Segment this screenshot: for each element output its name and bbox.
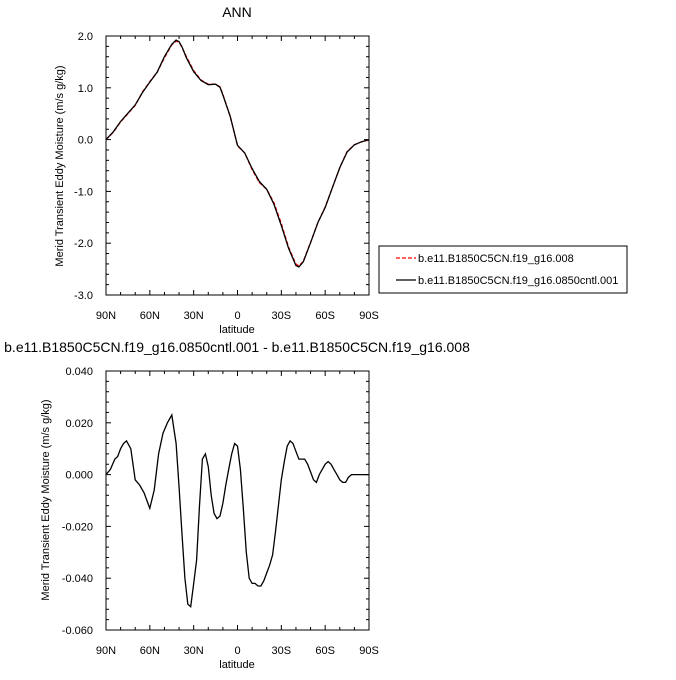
bottom-y-tick-label: -0.020 xyxy=(62,521,93,533)
legend: b.e11.B1850C5CN.f19_g16.008 b.e11.B1850C… xyxy=(378,245,628,294)
legend-label-series-1: b.e11.B1850C5CN.f19_g16.008 xyxy=(418,253,574,265)
top-plot-area: 90N 60N 30N 0 30S 60S 90S 2.0 1.0 0.0 -1.0 -2.0 -3.0 xyxy=(74,31,379,322)
top-x-tick-label: 30S xyxy=(272,310,292,322)
top-y-tick-label: -2.0 xyxy=(74,238,93,250)
bottom-x-tick-label: 60S xyxy=(315,645,335,657)
top-y-tick-label: -1.0 xyxy=(74,186,93,198)
top-x-tick-label: 90N xyxy=(96,310,116,322)
bottom-series-line-1 xyxy=(105,413,369,609)
bottom-y-tick-label: -0.060 xyxy=(62,625,93,637)
bottom-y-tick-label: -0.040 xyxy=(62,573,93,585)
top-panel: ANN 90N 60N 30N 0 30S 60S 90S 2.0 1.0 0.0 -1.0 -2.0… xyxy=(54,4,628,336)
bottom-panel: b.e11.B1850C5CN.f19_g16.0850cntl.001 - b… xyxy=(4,339,470,671)
top-y-tick-label: -3.0 xyxy=(74,290,93,302)
top-y-tick-label: 0.0 xyxy=(78,135,93,147)
bottom-y-tick-label: 0.000 xyxy=(65,470,93,482)
top-series-line-2 xyxy=(105,39,370,268)
top-x-tick-label: 60N xyxy=(140,310,160,322)
bottom-x-tick-label: 0 xyxy=(234,645,240,657)
bottom-panel-title: b.e11.B1850C5CN.f19_g16.0850cntl.001 - b… xyxy=(4,339,470,355)
top-panel-title: ANN xyxy=(222,4,252,20)
top-y-tick-label: 1.0 xyxy=(78,83,93,95)
bottom-x-tick-label: 90N xyxy=(96,645,116,657)
bottom-y-tick-label: 0.020 xyxy=(65,418,93,430)
bottom-y-axis-label: Merid Transient Eddy Moisture (m/s g/kg) xyxy=(40,399,52,600)
bottom-y-tick-label: 0.040 xyxy=(65,366,93,378)
top-x-tick-label: 90S xyxy=(359,310,379,322)
bottom-plot-frame xyxy=(105,370,370,631)
top-x-tick-label: 0 xyxy=(234,310,240,322)
legend-label-series-2: b.e11.B1850C5CN.f19_g16.0850cntl.001 xyxy=(418,275,618,287)
bottom-x-tick-label: 30N xyxy=(184,645,204,657)
legend-box xyxy=(378,245,628,294)
top-plot-frame xyxy=(105,35,370,296)
bottom-x-tick-label: 60N xyxy=(140,645,160,657)
top-x-tick-label: 30N xyxy=(184,310,204,322)
top-x-axis-label: latitude xyxy=(219,324,254,336)
bottom-x-tick-label: 30S xyxy=(272,645,292,657)
bottom-x-tick-label: 90S xyxy=(359,645,379,657)
top-y-tick-label: 2.0 xyxy=(78,31,93,43)
top-y-axis-label: Merid Transient Eddy Moisture (m/s g/kg) xyxy=(54,65,66,266)
top-x-tick-label: 60S xyxy=(315,310,335,322)
top-series-line-1 xyxy=(105,40,370,267)
bottom-x-axis-label: latitude xyxy=(219,659,254,671)
bottom-plot-area: 90N 60N 30N 0 30S 60S 90S 0.040 0.020 0.000 -0.020… xyxy=(62,366,379,657)
